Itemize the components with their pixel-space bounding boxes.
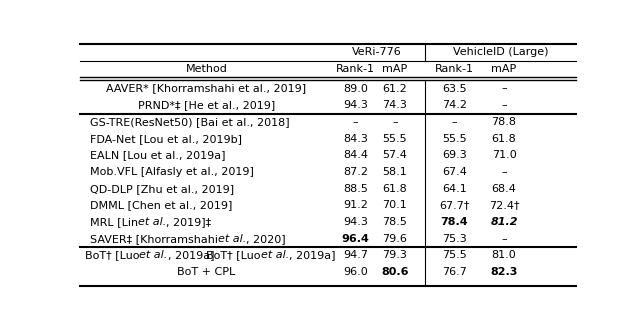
- Text: Mob.VFL [Alfasly et al., 2019]: Mob.VFL [Alfasly et al., 2019]: [90, 167, 254, 177]
- Text: 69.3: 69.3: [442, 150, 467, 160]
- Text: 55.5: 55.5: [442, 134, 467, 144]
- Text: 78.8: 78.8: [492, 117, 516, 127]
- Text: –: –: [452, 117, 458, 127]
- Text: BoT† [Luo: BoT† [Luo: [85, 250, 140, 260]
- Text: MRL [Lin: MRL [Lin: [90, 217, 138, 227]
- Text: 79.3: 79.3: [383, 250, 408, 260]
- Text: 82.3: 82.3: [490, 267, 518, 277]
- Text: 55.5: 55.5: [383, 134, 407, 144]
- Text: , 2020]: , 2020]: [246, 234, 286, 244]
- Text: et al.: et al.: [140, 250, 168, 260]
- Text: 78.4: 78.4: [441, 217, 468, 227]
- Text: Rank-1: Rank-1: [336, 64, 375, 74]
- Text: VeRi-776: VeRi-776: [351, 47, 401, 57]
- Text: VehicleID (Large): VehicleID (Large): [452, 47, 548, 57]
- Text: 94.3: 94.3: [343, 217, 368, 227]
- Text: 78.5: 78.5: [383, 217, 408, 227]
- Text: , 2019]‡: , 2019]‡: [166, 217, 211, 227]
- Text: , 2019a]: , 2019a]: [289, 250, 336, 260]
- Text: 76.7: 76.7: [442, 267, 467, 277]
- Text: –: –: [501, 167, 507, 177]
- Text: 94.3: 94.3: [343, 100, 368, 110]
- Text: 94.7: 94.7: [343, 250, 368, 260]
- Text: PRND*‡ [He et al., 2019]: PRND*‡ [He et al., 2019]: [138, 100, 275, 110]
- Text: GS-TRE(ResNet50) [Bai et al., 2018]: GS-TRE(ResNet50) [Bai et al., 2018]: [90, 117, 289, 127]
- Text: mAP: mAP: [382, 64, 408, 74]
- Text: SAVER‡ [Khorramshahi: SAVER‡ [Khorramshahi: [90, 234, 218, 244]
- Text: et al.: et al.: [138, 217, 166, 227]
- Text: et al.: et al.: [261, 250, 289, 260]
- Text: 84.3: 84.3: [343, 134, 368, 144]
- Text: mAP: mAP: [492, 64, 516, 74]
- Text: et al.: et al.: [218, 234, 246, 244]
- Text: 89.0: 89.0: [343, 84, 368, 94]
- Text: 64.1: 64.1: [442, 184, 467, 194]
- Text: 72.4†: 72.4†: [489, 201, 519, 210]
- Text: AAVER* [Khorramshahi et al., 2019]: AAVER* [Khorramshahi et al., 2019]: [106, 84, 307, 94]
- Text: 57.4: 57.4: [383, 150, 408, 160]
- Text: 87.2: 87.2: [343, 167, 368, 177]
- Text: Method: Method: [186, 64, 227, 74]
- Text: 79.6: 79.6: [383, 234, 408, 244]
- Text: 81.0: 81.0: [492, 250, 516, 260]
- Text: 75.5: 75.5: [442, 250, 467, 260]
- Text: 74.3: 74.3: [383, 100, 408, 110]
- Text: 75.3: 75.3: [442, 234, 467, 244]
- Text: BoT + CPL: BoT + CPL: [177, 267, 236, 277]
- Text: 61.8: 61.8: [492, 134, 516, 144]
- Text: , 2019a]: , 2019a]: [168, 250, 214, 260]
- Text: 67.7†: 67.7†: [439, 201, 470, 210]
- Text: 74.2: 74.2: [442, 100, 467, 110]
- Text: 91.2: 91.2: [343, 201, 368, 210]
- Text: 58.1: 58.1: [383, 167, 407, 177]
- Text: 63.5: 63.5: [442, 84, 467, 94]
- Text: 80.6: 80.6: [381, 267, 409, 277]
- Text: –: –: [353, 117, 358, 127]
- Text: FDA-Net [Lou et al., 2019b]: FDA-Net [Lou et al., 2019b]: [90, 134, 242, 144]
- Text: –: –: [501, 84, 507, 94]
- Text: 70.1: 70.1: [383, 201, 407, 210]
- Text: –: –: [501, 100, 507, 110]
- Text: 96.0: 96.0: [343, 267, 367, 277]
- Text: 61.8: 61.8: [383, 184, 407, 194]
- Text: 81.2: 81.2: [490, 217, 518, 227]
- Text: 68.4: 68.4: [492, 184, 516, 194]
- Text: 71.0: 71.0: [492, 150, 516, 160]
- Text: Rank-1: Rank-1: [435, 64, 474, 74]
- Text: DMML [Chen et al., 2019]: DMML [Chen et al., 2019]: [90, 201, 232, 210]
- Text: –: –: [501, 234, 507, 244]
- Text: QD-DLP [Zhu et al., 2019]: QD-DLP [Zhu et al., 2019]: [90, 184, 234, 194]
- Text: EALN [Lou et al., 2019a]: EALN [Lou et al., 2019a]: [90, 150, 225, 160]
- Text: 96.4: 96.4: [341, 234, 369, 244]
- Text: BoT† [Luo: BoT† [Luo: [207, 250, 261, 260]
- Text: 67.4: 67.4: [442, 167, 467, 177]
- Text: 61.2: 61.2: [383, 84, 407, 94]
- Text: –: –: [392, 117, 398, 127]
- Text: 84.4: 84.4: [343, 150, 368, 160]
- Text: 88.5: 88.5: [343, 184, 368, 194]
